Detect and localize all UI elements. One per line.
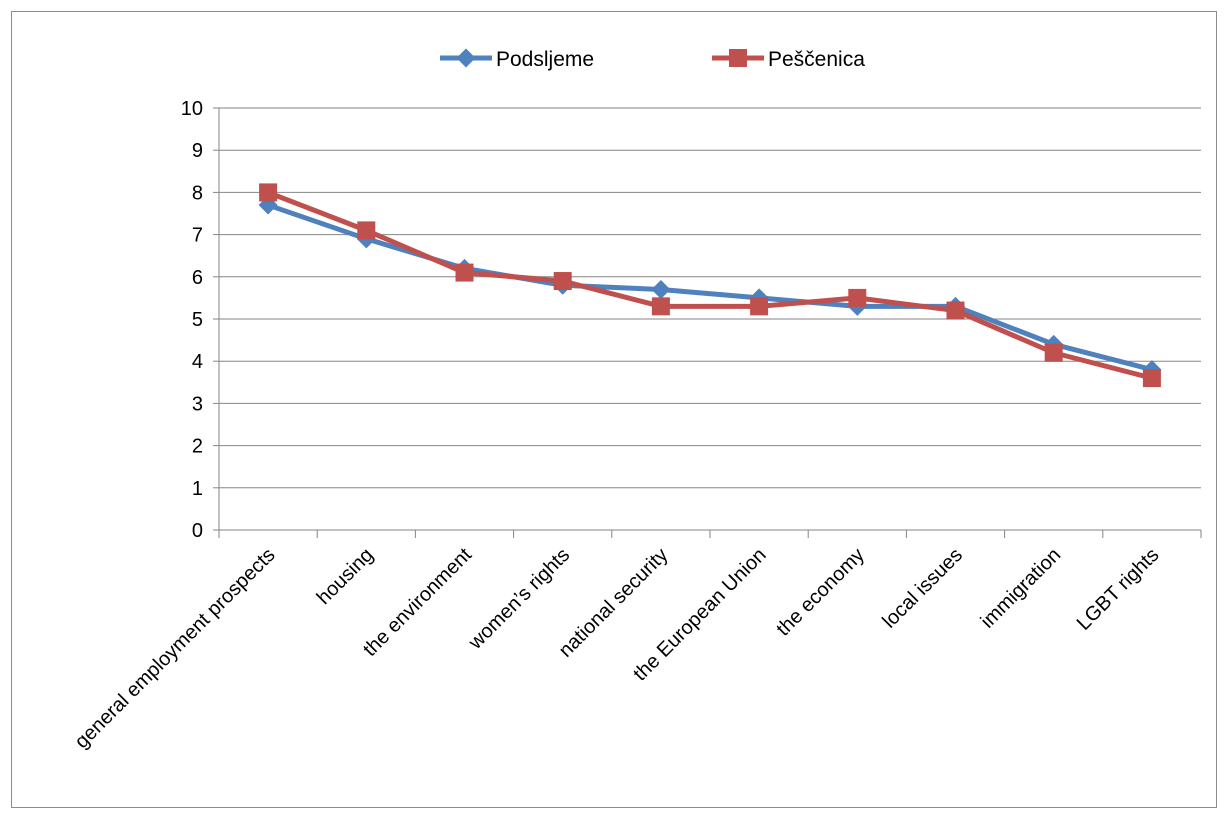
y-tick-label-10: 10 — [181, 98, 203, 120]
legend-label-2: Peščenica — [768, 48, 865, 71]
series-lines — [258, 183, 1162, 388]
y-tick-label-6: 6 — [192, 267, 203, 289]
y-axis-tick-labels: 0 1 2 3 4 5 6 7 8 9 10 — [181, 98, 203, 542]
data-point-s2-10 — [1142, 369, 1161, 388]
axes — [213, 107, 1202, 538]
data-point-s2-1 — [259, 183, 278, 202]
legend-marker-2 — [729, 49, 747, 67]
y-tick-label-7: 7 — [192, 225, 203, 247]
x-tick-label-4: women’s rights — [464, 544, 574, 654]
legend-item-1: Podsljeme — [440, 48, 594, 71]
data-point-s2-7 — [848, 288, 867, 307]
x-tick-label-1: general employment prospects — [71, 544, 280, 753]
data-point-s2-2 — [357, 221, 376, 240]
data-point-s2-9 — [1044, 343, 1063, 362]
y-tick-label-2: 2 — [192, 436, 203, 458]
data-point-s2-6 — [750, 297, 769, 316]
data-point-s1-5 — [651, 279, 671, 299]
series-line-1 — [267, 202, 1153, 373]
legend-item-2: Peščenica — [712, 48, 865, 71]
data-point-s2-3 — [455, 263, 474, 282]
y-tick-label-0: 0 — [192, 520, 203, 542]
legend-label-1: Podsljeme — [496, 48, 594, 71]
y-tick-label-8: 8 — [192, 182, 203, 204]
y-tick-label-5: 5 — [192, 309, 203, 331]
x-tick-label-8: local issues — [878, 544, 967, 633]
data-point-s2-8 — [946, 301, 965, 320]
x-tick-label-10: LGBT rights — [1073, 544, 1164, 635]
x-tick-label-7: the economy — [772, 544, 869, 641]
series-line-2 — [267, 190, 1153, 381]
y-tick-label-1: 1 — [192, 478, 203, 500]
series-2 — [259, 183, 1161, 388]
series-1 — [258, 195, 1162, 380]
legend: Podsljeme Peščenica — [440, 48, 865, 71]
y-tick-label-3: 3 — [192, 393, 203, 415]
gridlines — [219, 107, 1201, 489]
data-point-s2-5 — [651, 297, 670, 316]
x-tick-label-9: immigration — [977, 544, 1066, 633]
y-tick-label-4: 4 — [192, 351, 203, 373]
y-tick-label-9: 9 — [192, 140, 203, 162]
x-tick-label-3: the environment — [359, 544, 476, 661]
data-point-s2-4 — [553, 272, 572, 291]
x-tick-label-2: housing — [313, 544, 378, 609]
chart-area: 0 1 2 3 4 5 6 7 8 9 10 general employment prospect… — [11, 11, 1217, 808]
legend-marker-1 — [456, 48, 476, 68]
line-chart: 0 1 2 3 4 5 6 7 8 9 10 general employment prospect… — [71, 48, 1202, 753]
